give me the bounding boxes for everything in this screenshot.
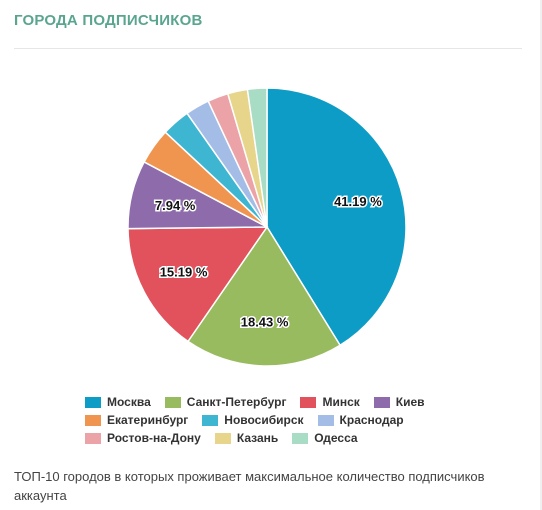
pie-data-label-0: 41.19 % [334, 194, 382, 209]
legend-item-spb[interactable]: Санкт-Петербург [164, 395, 287, 409]
legend-item-novosibirsk[interactable]: Новосибирск [202, 413, 304, 427]
pie-slice-1[interactable] [186, 225, 342, 367]
pie-data-label-1: 18.43 % [241, 314, 289, 329]
pie-slice-9[interactable] [246, 87, 268, 228]
legend-label: Киев [395, 395, 425, 409]
legend-label: Краснодар [339, 413, 404, 427]
legend-swatch [300, 396, 317, 408]
legend-item-kazan[interactable]: Казань [214, 431, 279, 445]
legend-row: Екатеринбург Новосибирск Краснодар [85, 411, 485, 429]
pie-slice-2[interactable] [127, 226, 269, 343]
legend-swatch [292, 432, 309, 444]
legend-label: Санкт-Петербург [186, 395, 287, 409]
legend-item-kiev[interactable]: Киев [373, 395, 425, 409]
legend-swatch [373, 396, 390, 408]
legend-item-krasnodar[interactable]: Краснодар [317, 413, 404, 427]
legend-label: Москва [107, 395, 151, 409]
pie-data-label-2: 15.19 % [160, 264, 208, 279]
legend-item-odessa[interactable]: Одесса [292, 431, 358, 445]
chart-caption: ТОП-10 городов в которых проживает макси… [14, 469, 485, 503]
title-divider [14, 48, 522, 49]
legend-item-ekaterinburg[interactable]: Екатеринбург [85, 413, 188, 427]
legend-label: Казань [236, 431, 279, 445]
legend-row: Ростов-на-Дону Казань Одесса [85, 429, 485, 447]
legend-label: Одесса [314, 431, 358, 445]
legend-item-moscow[interactable]: Москва [85, 395, 151, 409]
legend-swatch [85, 432, 101, 444]
legend-swatch [85, 396, 101, 408]
legend-swatch [214, 432, 231, 444]
legend-label: Ростов-на-Дону [107, 431, 201, 445]
pie-slice-0[interactable] [266, 87, 407, 347]
legend-swatch [317, 414, 334, 426]
chart-title: ГОРОДА ПОДПИСЧИКОВ [14, 12, 203, 29]
pie-data-label-3: 7.94 % [155, 198, 196, 213]
legend-label: Екатеринбург [107, 413, 189, 427]
legend-item-minsk[interactable]: Минск [300, 395, 360, 409]
pie-chart: 41.19 % 18.43 % 15.19 % 7.94 % [127, 87, 407, 367]
legend-swatch [202, 414, 219, 426]
chart-legend: Москва Санкт-Петербург Минск Киев Екатер… [85, 393, 485, 447]
legend-label: Минск [322, 395, 360, 409]
panel-border [540, 0, 542, 510]
legend-swatch [164, 396, 181, 408]
legend-swatch [85, 414, 101, 426]
legend-label: Новосибирск [224, 413, 304, 427]
legend-row: Москва Санкт-Петербург Минск Киев [85, 393, 485, 411]
legend-item-rostov[interactable]: Ростов-на-Дону [85, 431, 201, 445]
